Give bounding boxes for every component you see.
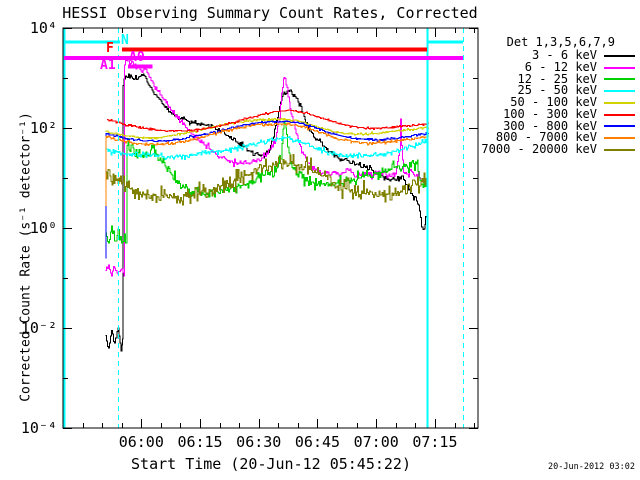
legend-color-swatch — [604, 137, 635, 140]
creation-timestamp: 20-Jun-2012 03:02 — [548, 462, 635, 472]
legend-label: 6 - 12 keV — [524, 59, 597, 74]
x-tick-label: 06:00 — [119, 433, 164, 451]
flag-label-attenuator1: A1 — [100, 58, 116, 73]
y-axis-title: Corrected Count Rate (s⁻¹ detector⁻¹) — [18, 112, 34, 402]
series-group — [105, 59, 429, 352]
legend-color-swatch — [604, 125, 635, 128]
legend-color-swatch — [604, 66, 635, 69]
plot-border — [62, 27, 479, 429]
legend-label: 25 - 50 keV — [517, 83, 597, 98]
legend-color-swatch — [604, 101, 635, 104]
legend-row: 800 - 7000 keV — [481, 130, 635, 145]
legend-color-swatch — [604, 148, 635, 151]
page-title: HESSI Observing Summary Count Rates, Cor… — [62, 4, 478, 22]
legend-label: 12 - 25 keV — [517, 71, 597, 86]
series-line-25-50keV — [105, 135, 428, 160]
series-line-100-300keV — [106, 109, 429, 133]
legend-row: 6 - 12 keV — [481, 59, 635, 74]
flag-label-front: F — [106, 41, 114, 56]
axis-ticks — [63, 28, 478, 429]
legend-color-swatch — [604, 90, 635, 93]
x-tick-label: 07:15 — [412, 433, 457, 451]
legend-color-swatch — [604, 78, 635, 81]
y-tick-label: 10⁰ — [30, 219, 57, 237]
series-line-800-7000keV — [105, 122, 429, 207]
flag-label-attenuator0: A0 — [129, 50, 145, 65]
legend-entries: 3 - 6 keV 6 - 12 keV 12 - 25 keV 25 - 50 ke… — [481, 48, 635, 156]
legend-title: Det 1,3,5,6,7,9 — [506, 35, 615, 49]
legend-row: 12 - 25 keV — [481, 71, 635, 86]
legend-row: 100 - 300 keV — [481, 106, 635, 121]
legend-row: 7000 - 20000 keV — [481, 142, 635, 156]
y-tick-label: 10⁴ — [30, 19, 57, 37]
y-tick-label: 10⁻² — [21, 319, 57, 337]
flag-label-night: N — [121, 33, 129, 48]
legend-label: 300 - 800 keV — [503, 118, 597, 133]
legend-row: 300 - 800 keV — [481, 118, 635, 133]
legend-label: 3 - 6 keV — [531, 48, 597, 62]
y-tick-label: 10⁻⁴ — [21, 419, 57, 437]
x-tick-label: 07:00 — [354, 433, 399, 451]
x-axis-title: Start Time (20-Jun-12 05:45:22) — [131, 455, 411, 473]
series-line-50-100keV — [105, 117, 429, 140]
x-tick-label: 06:30 — [236, 433, 281, 451]
legend-color-swatch — [604, 113, 635, 116]
series-line-3-6keV — [105, 73, 428, 352]
legend-row: 50 - 100 keV — [481, 95, 635, 109]
x-tick-label: 06:15 — [177, 433, 222, 451]
legend-row: 3 - 6 keV — [481, 48, 635, 62]
legend-row: 25 - 50 keV — [481, 83, 635, 98]
legend-label: 100 - 300 keV — [503, 106, 597, 121]
y-tick-label: 10² — [30, 119, 57, 137]
legend-label: 50 - 100 keV — [510, 95, 597, 109]
legend-label: 7000 - 20000 keV — [481, 142, 597, 156]
legend: Det 1,3,5,6,7,9 3 - 6 keV 6 - 12 keV 12 - … — [481, 35, 635, 156]
x-tick-label: 06:45 — [295, 433, 340, 451]
legend-label: 800 - 7000 keV — [495, 130, 597, 145]
legend-color-swatch — [604, 54, 635, 57]
series-line-7000-20000keV — [105, 153, 428, 206]
series-line-300-800keV — [105, 120, 429, 259]
